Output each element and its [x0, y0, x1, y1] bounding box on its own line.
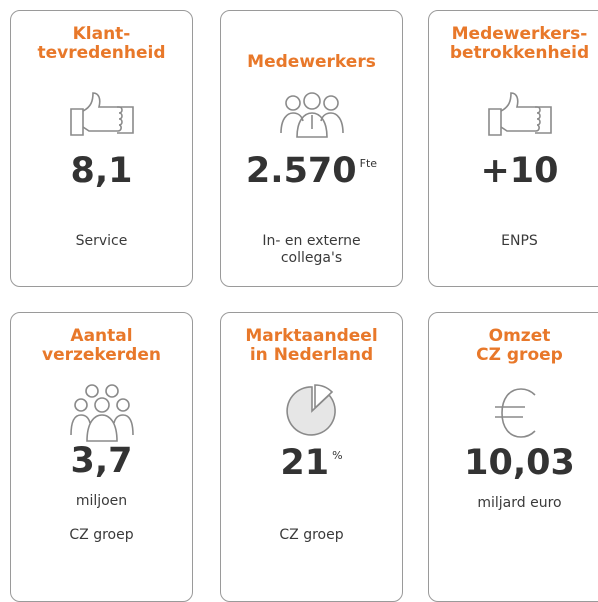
value-text: 10,03 — [464, 443, 575, 483]
title-line: Marktaandeel — [245, 326, 378, 346]
value-text: 21 — [280, 443, 330, 483]
caption: CZ groep — [221, 527, 402, 544]
pie-icon — [285, 384, 336, 436]
thumb-icon — [69, 92, 134, 136]
subline: miljoen — [75, 493, 128, 509]
group-icon — [69, 384, 134, 442]
value: 3,7 — [11, 441, 192, 481]
caption: In- en externe collega's — [221, 233, 402, 267]
caption-line: CZ groep — [69, 527, 134, 543]
title-line: Omzet — [488, 326, 551, 346]
card-title: Medewerkers-betrokkenheid — [429, 25, 598, 63]
card: Marktaandeel in Nederland 21% CZ groep — [220, 312, 403, 602]
card: Omzet CZ groep 10,03 miljard euro — [428, 312, 598, 602]
caption: CZ groep — [11, 527, 192, 544]
title-line: Medewerkers- — [451, 24, 588, 44]
page: Klant-tevredenheid 8,1 Service Medewerke… — [10, 10, 598, 602]
card-title: Medewerkers — [221, 53, 402, 72]
title-line: Medewerkers — [247, 52, 376, 72]
title-line: Aantal — [70, 326, 133, 346]
value: 8,1 — [11, 151, 192, 191]
caption: Service — [11, 233, 192, 250]
card-title: Aantal verzekerden — [11, 327, 192, 365]
euro-icon — [494, 388, 536, 438]
caption-line: collega's — [280, 250, 343, 266]
caption-line: ENPS — [501, 233, 538, 249]
value-text: 8,1 — [70, 151, 133, 191]
unit: Fte — [359, 157, 378, 170]
value: 10,03 — [429, 443, 598, 483]
card-title: Omzet CZ groep — [429, 327, 598, 365]
title-line: in Nederland — [249, 345, 374, 365]
unit: % — [332, 449, 343, 462]
subline: miljard euro — [477, 495, 562, 511]
title-line: tevredenheid — [37, 43, 166, 63]
people-icon — [279, 92, 344, 138]
value-text: 3,7 — [70, 441, 133, 481]
title-line: betrokkenheid — [449, 43, 590, 63]
caption: ENPS — [429, 233, 598, 250]
value: 2.570 Fte — [221, 151, 402, 191]
title-line: Klant- — [72, 24, 131, 44]
caption-line: Service — [75, 233, 128, 249]
value-text: 2.570 — [245, 151, 357, 191]
value-text: +10 — [480, 151, 559, 191]
card-title: Klant-tevredenheid — [11, 25, 192, 63]
title-line: verzekerden — [42, 345, 161, 365]
card: Medewerkers-betrokkenheid +10 ENPS — [428, 10, 598, 287]
card: Klant-tevredenheid 8,1 Service — [10, 10, 193, 287]
card-title: Marktaandeel in Nederland — [221, 327, 402, 365]
value: 21% — [221, 443, 402, 483]
card: Medewerkers 2.570 Fte In- en externe colle… — [220, 10, 403, 287]
card: Aantal verzekerden 3,7 miljoen CZ groep — [10, 312, 193, 602]
value: +10 — [429, 151, 598, 191]
caption-line: CZ groep — [279, 527, 344, 543]
caption-line: In- en externe — [262, 233, 361, 249]
thumb-icon — [487, 92, 552, 136]
title-line: CZ groep — [476, 345, 563, 365]
